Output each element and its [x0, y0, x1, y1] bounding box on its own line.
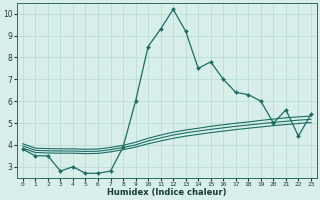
X-axis label: Humidex (Indice chaleur): Humidex (Indice chaleur) [107, 188, 227, 197]
